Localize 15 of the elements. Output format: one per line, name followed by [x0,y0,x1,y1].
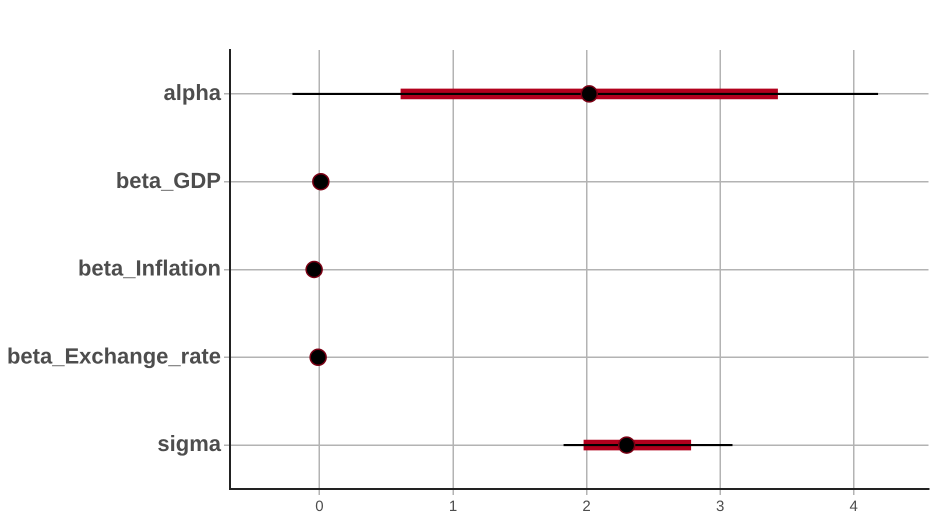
point [305,260,323,278]
x-tick-label: 2 [582,498,591,516]
y-tick-label: sigma [157,431,222,456]
x-tick-label: 3 [716,498,724,516]
point [618,436,636,454]
x-tick-label: 1 [448,498,458,516]
point [309,348,327,366]
y-tick-label: alpha [164,80,222,105]
y-tick-label: beta_Inflation [78,256,221,281]
y-tick-label: beta_Exchange_rate [6,343,221,368]
x-tick-label: 4 [850,498,858,516]
y-tick-label: beta_GDP [116,168,221,193]
point [312,172,330,190]
point [580,85,598,103]
x-tick-label: 0 [315,498,324,516]
